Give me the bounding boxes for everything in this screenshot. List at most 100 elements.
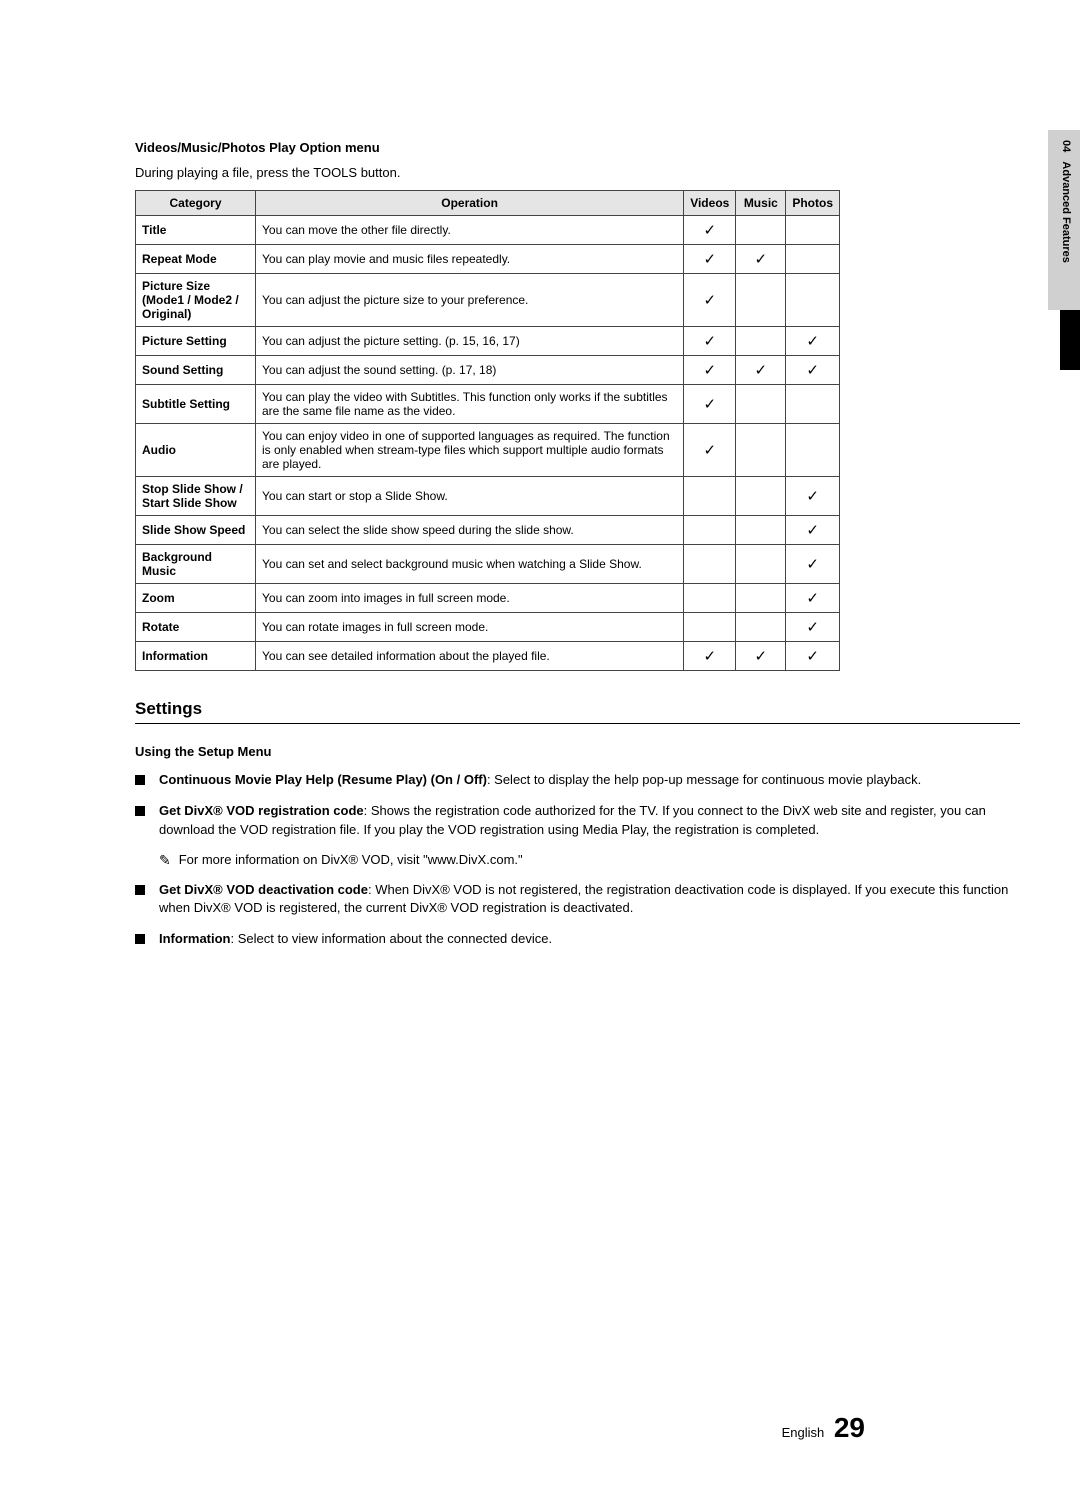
note-icon: ✎ [159, 852, 171, 869]
cell-videos: ✓ [684, 642, 736, 671]
cell-music [736, 477, 786, 516]
page-footer: English 29 [782, 1412, 865, 1444]
cell-music [736, 327, 786, 356]
table-row: ZoomYou can zoom into images in full scr… [136, 584, 840, 613]
settings-list: Continuous Movie Play Help (Resume Play)… [135, 771, 1020, 949]
cell-operation: You can play movie and music files repea… [256, 245, 684, 274]
cell-photos [786, 274, 840, 327]
cell-music: ✓ [736, 642, 786, 671]
settings-heading: Settings [135, 699, 1020, 719]
list-item-text: Continuous Movie Play Help (Resume Play)… [159, 771, 1020, 790]
cell-music [736, 274, 786, 327]
list-item-text: Information: Select to view information … [159, 930, 1020, 949]
table-row: Background MusicYou can set and select b… [136, 545, 840, 584]
cell-videos [684, 613, 736, 642]
table-row: AudioYou can enjoy video in one of suppo… [136, 424, 840, 477]
col-category: Category [136, 191, 256, 216]
cell-operation: You can zoom into images in full screen … [256, 584, 684, 613]
section-title: Videos/Music/Photos Play Option menu [135, 140, 1020, 155]
cell-operation: You can adjust the picture setting. (p. … [256, 327, 684, 356]
cell-music [736, 613, 786, 642]
cell-videos: ✓ [684, 245, 736, 274]
cell-music [736, 516, 786, 545]
cell-photos [786, 245, 840, 274]
cell-videos [684, 545, 736, 584]
cell-photos: ✓ [786, 545, 840, 584]
cell-videos: ✓ [684, 385, 736, 424]
col-operation: Operation [256, 191, 684, 216]
table-row: RotateYou can rotate images in full scre… [136, 613, 840, 642]
settings-subhead: Using the Setup Menu [135, 744, 1020, 759]
cell-photos: ✓ [786, 327, 840, 356]
list-item: Information: Select to view information … [135, 930, 1020, 949]
page-content: Videos/Music/Photos Play Option menu Dur… [0, 0, 1080, 1001]
cell-operation: You can move the other file directly. [256, 216, 684, 245]
cell-category: Title [136, 216, 256, 245]
table-row: Sound SettingYou can adjust the sound se… [136, 356, 840, 385]
cell-music [736, 545, 786, 584]
note: ✎ For more information on DivX® VOD, visi… [159, 852, 1020, 869]
cell-videos: ✓ [684, 327, 736, 356]
table-row: Picture SettingYou can adjust the pictur… [136, 327, 840, 356]
table-row: Slide Show SpeedYou can select the slide… [136, 516, 840, 545]
cell-operation: You can enjoy video in one of supported … [256, 424, 684, 477]
col-music: Music [736, 191, 786, 216]
table-header-row: Category Operation Videos Music Photos [136, 191, 840, 216]
cell-music [736, 216, 786, 245]
cell-photos: ✓ [786, 356, 840, 385]
cell-music: ✓ [736, 245, 786, 274]
cell-category: Audio [136, 424, 256, 477]
cell-operation: You can set and select background music … [256, 545, 684, 584]
list-item: Get DivX® VOD registration code: Shows t… [135, 802, 1020, 840]
options-table: Category Operation Videos Music Photos T… [135, 190, 840, 671]
cell-category: Slide Show Speed [136, 516, 256, 545]
cell-operation: You can select the slide show speed duri… [256, 516, 684, 545]
cell-category: Picture Size (Mode1 / Mode2 / Original) [136, 274, 256, 327]
cell-music: ✓ [736, 356, 786, 385]
footer-lang: English [782, 1425, 825, 1440]
cell-operation: You can adjust the sound setting. (p. 17… [256, 356, 684, 385]
cell-music [736, 584, 786, 613]
col-photos: Photos [786, 191, 840, 216]
square-bullet-icon [135, 806, 145, 816]
list-item: Continuous Movie Play Help (Resume Play)… [135, 771, 1020, 790]
cell-category: Background Music [136, 545, 256, 584]
cell-category: Rotate [136, 613, 256, 642]
table-row: TitleYou can move the other file directl… [136, 216, 840, 245]
square-bullet-icon [135, 934, 145, 944]
settings-rule [135, 723, 1020, 724]
intro-text: During playing a file, press the TOOLS b… [135, 165, 1020, 180]
cell-operation: You can start or stop a Slide Show. [256, 477, 684, 516]
cell-videos [684, 477, 736, 516]
cell-videos: ✓ [684, 274, 736, 327]
col-videos: Videos [684, 191, 736, 216]
footer-page: 29 [834, 1412, 865, 1443]
cell-videos [684, 516, 736, 545]
cell-videos: ✓ [684, 424, 736, 477]
cell-photos [786, 385, 840, 424]
cell-videos: ✓ [684, 216, 736, 245]
cell-category: Subtitle Setting [136, 385, 256, 424]
cell-operation: You can see detailed information about t… [256, 642, 684, 671]
cell-videos [684, 584, 736, 613]
cell-photos: ✓ [786, 613, 840, 642]
cell-category: Information [136, 642, 256, 671]
list-item: Get DivX® VOD deactivation code: When Di… [135, 881, 1020, 919]
table-row: Repeat ModeYou can play movie and music … [136, 245, 840, 274]
cell-photos: ✓ [786, 477, 840, 516]
cell-category: Stop Slide Show / Start Slide Show [136, 477, 256, 516]
cell-category: Repeat Mode [136, 245, 256, 274]
cell-category: Sound Setting [136, 356, 256, 385]
cell-photos [786, 216, 840, 245]
cell-music [736, 385, 786, 424]
cell-photos: ✓ [786, 584, 840, 613]
note-text: For more information on DivX® VOD, visit… [179, 852, 523, 869]
table-row: InformationYou can see detailed informat… [136, 642, 840, 671]
square-bullet-icon [135, 775, 145, 785]
cell-operation: You can rotate images in full screen mod… [256, 613, 684, 642]
cell-photos: ✓ [786, 642, 840, 671]
list-item-text: Get DivX® VOD registration code: Shows t… [159, 802, 1020, 840]
cell-photos [786, 424, 840, 477]
table-row: Subtitle SettingYou can play the video w… [136, 385, 840, 424]
cell-category: Zoom [136, 584, 256, 613]
